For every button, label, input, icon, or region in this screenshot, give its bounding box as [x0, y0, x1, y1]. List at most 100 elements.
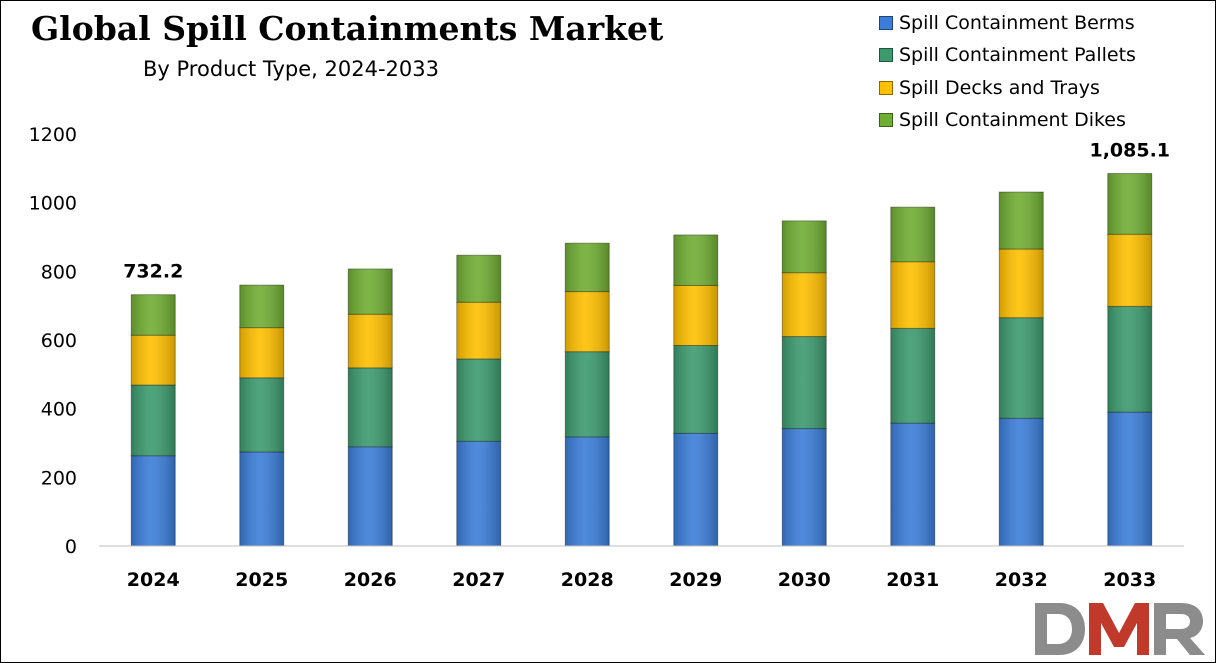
bar-shading	[890, 207, 935, 262]
bar-shading	[999, 317, 1044, 419]
bar-segment	[564, 291, 610, 353]
bar-segment	[673, 234, 719, 286]
bar-shading	[782, 336, 827, 429]
bar-shading	[673, 345, 718, 434]
bar-segment	[781, 272, 827, 338]
chart-title: Global Spill Containments Market	[31, 9, 664, 48]
legend-item-berms: Spill Containment Berms	[879, 7, 1136, 39]
legend-swatch-pallets	[879, 48, 893, 63]
legend-swatch-berms	[879, 16, 893, 31]
chart-subtitle: By Product Type, 2024-2033	[143, 57, 439, 81]
bar-segment	[998, 191, 1044, 250]
x-axis: 2024 2025 2026 2027 2028 2029 2030 2031 2032 2033	[127, 569, 1156, 591]
legend-label-pallets: Spill Containment Pallets	[899, 44, 1136, 67]
bar-segment	[456, 440, 502, 547]
bar-segment	[130, 294, 176, 336]
bar-segment	[1107, 233, 1153, 307]
bar-segment	[998, 317, 1044, 419]
bar-shading	[782, 272, 827, 337]
data-labels: 732.2 1,085.1	[123, 139, 1170, 282]
bar-shading	[131, 294, 176, 336]
bar-segment	[781, 336, 827, 430]
bar-shading	[1107, 412, 1152, 546]
bar-shading	[348, 314, 393, 368]
bar-shading	[565, 436, 610, 546]
bar-shading	[565, 351, 610, 437]
legend-label-dikes: Spill Containment Dikes	[899, 109, 1126, 132]
bar-segment	[1107, 411, 1153, 547]
bar-segment	[673, 344, 719, 434]
y-tick-label: 600	[41, 330, 77, 352]
x-tick-label: 2030	[778, 569, 831, 591]
total-data-label: 732.2	[123, 261, 183, 283]
y-tick-label: 1000	[29, 193, 77, 215]
bar-shading	[456, 358, 501, 442]
bar-shading	[999, 192, 1044, 250]
bar-shading	[890, 328, 935, 424]
legend-label-berms: Spill Containment Berms	[899, 12, 1135, 35]
bar-segment	[347, 367, 393, 448]
bar-shading	[456, 441, 501, 546]
bar-segment	[998, 248, 1044, 319]
bar-segment	[781, 220, 827, 274]
bar-shading	[1107, 306, 1152, 413]
bar-segment	[1107, 172, 1153, 235]
x-tick-label: 2032	[995, 569, 1048, 591]
y-axis: 0 200 400 600 800 1000 1200	[29, 124, 77, 558]
bar-shading	[1107, 173, 1152, 235]
bar-shading	[456, 255, 501, 303]
bar-segment	[130, 384, 176, 457]
bar-shading	[565, 243, 610, 292]
y-tick-label: 1200	[29, 124, 77, 146]
y-tick-label: 200	[41, 467, 77, 489]
bar-segment	[890, 261, 936, 329]
bar-segment	[239, 327, 285, 379]
bar-shading	[348, 367, 393, 447]
legend-swatch-decks	[879, 80, 893, 95]
legend-item-decks: Spill Decks and Trays	[879, 72, 1136, 104]
bar-shading	[239, 451, 284, 546]
bar-segment	[890, 206, 936, 263]
bar-segment	[998, 417, 1044, 547]
bar-shading	[565, 291, 610, 352]
bar-shading	[782, 220, 827, 273]
bar-segment	[890, 327, 936, 424]
x-tick-label: 2031	[886, 569, 939, 591]
bar-segment	[564, 436, 610, 547]
x-tick-label: 2029	[669, 569, 722, 591]
bar-shading	[673, 234, 718, 286]
bar-shading	[782, 428, 827, 546]
bar-segment	[890, 422, 936, 547]
legend-label-decks: Spill Decks and Trays	[899, 76, 1100, 99]
bar-shading	[348, 268, 393, 315]
bar-shading	[890, 261, 935, 329]
y-tick-label: 400	[41, 399, 77, 421]
x-tick-label: 2027	[452, 569, 505, 591]
bar-shading	[999, 418, 1044, 546]
bar-shading	[239, 327, 284, 378]
x-tick-label: 2033	[1103, 569, 1156, 591]
bar-shading	[131, 455, 176, 546]
bar-segment	[239, 377, 285, 453]
dmr-logo	[1035, 603, 1205, 655]
y-tick-label: 0	[65, 536, 77, 558]
bar-segment	[1107, 305, 1153, 413]
bar-segment	[456, 254, 502, 303]
total-data-label: 1,085.1	[1089, 139, 1170, 161]
bar-shading	[890, 423, 935, 546]
bar-shading	[239, 285, 284, 328]
legend-item-pallets: Spill Containment Pallets	[879, 39, 1136, 71]
bar-segment	[130, 334, 176, 386]
bar-segment	[456, 358, 502, 442]
x-tick-label: 2024	[127, 569, 180, 591]
x-tick-label: 2026	[344, 569, 397, 591]
bar-segment	[564, 242, 610, 293]
bar-segment	[347, 268, 393, 315]
bar-segment	[564, 351, 610, 438]
bar-segment	[673, 284, 719, 346]
bars	[130, 172, 1153, 547]
legend-swatch-dikes	[879, 113, 893, 128]
bar-shading	[673, 285, 718, 346]
